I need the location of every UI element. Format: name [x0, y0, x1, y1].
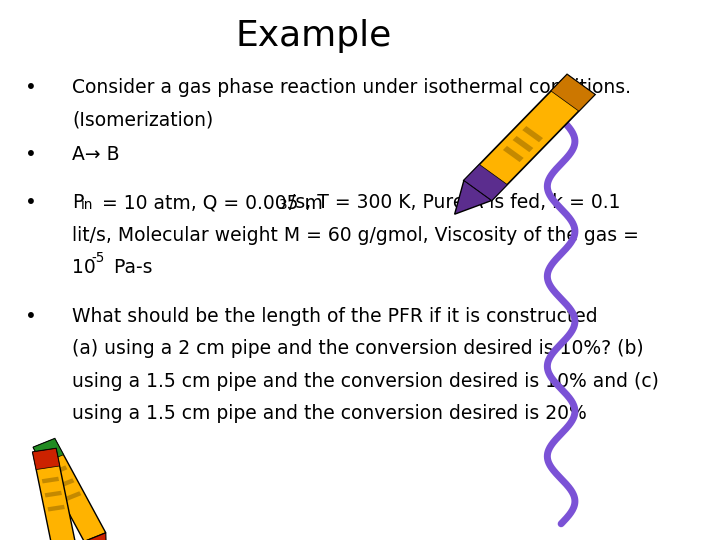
Text: (a) using a 2 cm pipe and the conversion desired is 10%? (b): (a) using a 2 cm pipe and the conversion…: [72, 339, 644, 358]
Text: •: •: [25, 145, 37, 164]
Polygon shape: [33, 438, 106, 540]
Text: 3: 3: [279, 198, 287, 212]
Text: /s, T = 300 K, Pure A is fed, k = 0.1: /s, T = 300 K, Pure A is fed, k = 0.1: [289, 193, 621, 212]
Polygon shape: [48, 505, 65, 511]
Text: -5: -5: [91, 251, 105, 265]
Text: Pa-s: Pa-s: [108, 258, 153, 277]
Text: = 10 atm, Q = 0.005 m: = 10 atm, Q = 0.005 m: [96, 193, 323, 212]
Polygon shape: [57, 478, 74, 488]
Text: •: •: [25, 307, 37, 326]
Polygon shape: [522, 126, 543, 142]
Text: 10: 10: [72, 258, 96, 277]
Text: using a 1.5 cm pipe and the conversion desired is 10% and (c): using a 1.5 cm pipe and the conversion d…: [72, 372, 659, 390]
Text: A→ B: A→ B: [72, 145, 120, 164]
Polygon shape: [45, 491, 62, 497]
Text: (Isomerization): (Isomerization): [72, 111, 213, 130]
Text: •: •: [25, 193, 37, 212]
Polygon shape: [84, 533, 107, 540]
Polygon shape: [42, 477, 59, 483]
Polygon shape: [33, 438, 63, 463]
Polygon shape: [464, 165, 507, 200]
Polygon shape: [64, 491, 81, 501]
Polygon shape: [503, 146, 523, 162]
Polygon shape: [513, 136, 534, 152]
Text: in: in: [81, 198, 94, 212]
Text: using a 1.5 cm pipe and the conversion desired is 20%: using a 1.5 cm pipe and the conversion d…: [72, 404, 587, 423]
Polygon shape: [464, 75, 595, 200]
Text: Example: Example: [235, 19, 392, 53]
Text: P: P: [72, 193, 84, 212]
Polygon shape: [551, 75, 595, 111]
Polygon shape: [32, 448, 60, 470]
Polygon shape: [50, 465, 68, 475]
Text: lit/s, Molecular weight M = 60 g/gmol, Viscosity of the gas =: lit/s, Molecular weight M = 60 g/gmol, V…: [72, 226, 639, 245]
Text: •: •: [25, 78, 37, 97]
Text: What should be the length of the PFR if it is constructed: What should be the length of the PFR if …: [72, 307, 598, 326]
Polygon shape: [454, 180, 492, 214]
Polygon shape: [32, 448, 77, 540]
Text: Consider a gas phase reaction under isothermal conditions.: Consider a gas phase reaction under isot…: [72, 78, 631, 97]
